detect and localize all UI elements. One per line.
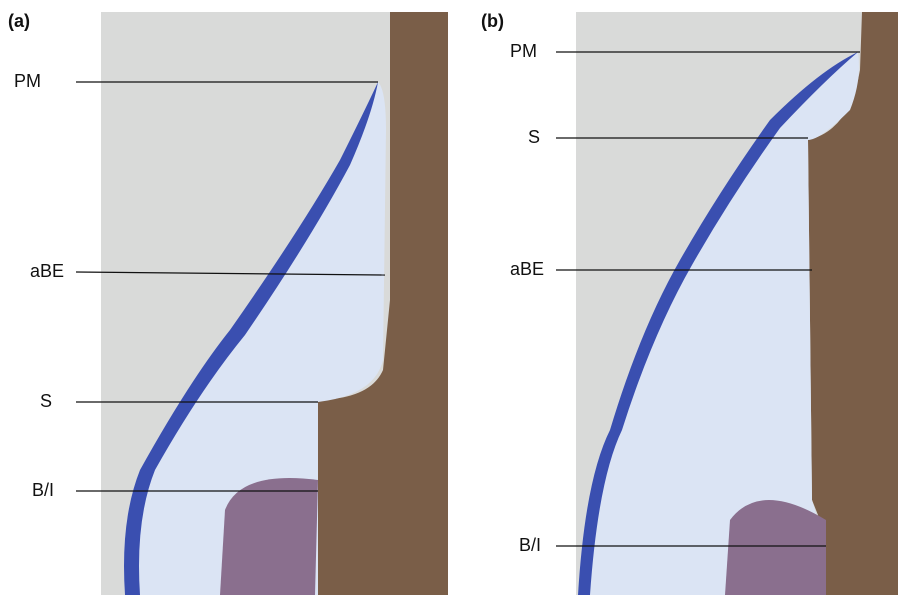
annotation: B/I — [519, 535, 541, 555]
panel-b-image — [576, 12, 898, 595]
annotation: PM — [14, 71, 41, 91]
annotation: S — [528, 127, 540, 147]
annotation: aBE — [510, 259, 544, 279]
panel-label: (b) — [481, 11, 504, 31]
panel-a-image — [101, 12, 448, 595]
annotation: S — [40, 391, 52, 411]
figure: (a) (b) PM aBE S B/I PM S aBE B/I — [0, 0, 898, 595]
annotation: aBE — [30, 261, 64, 281]
annotation: PM — [510, 41, 537, 61]
annotation: B/I — [32, 480, 54, 500]
panel-label: (a) — [8, 11, 30, 31]
